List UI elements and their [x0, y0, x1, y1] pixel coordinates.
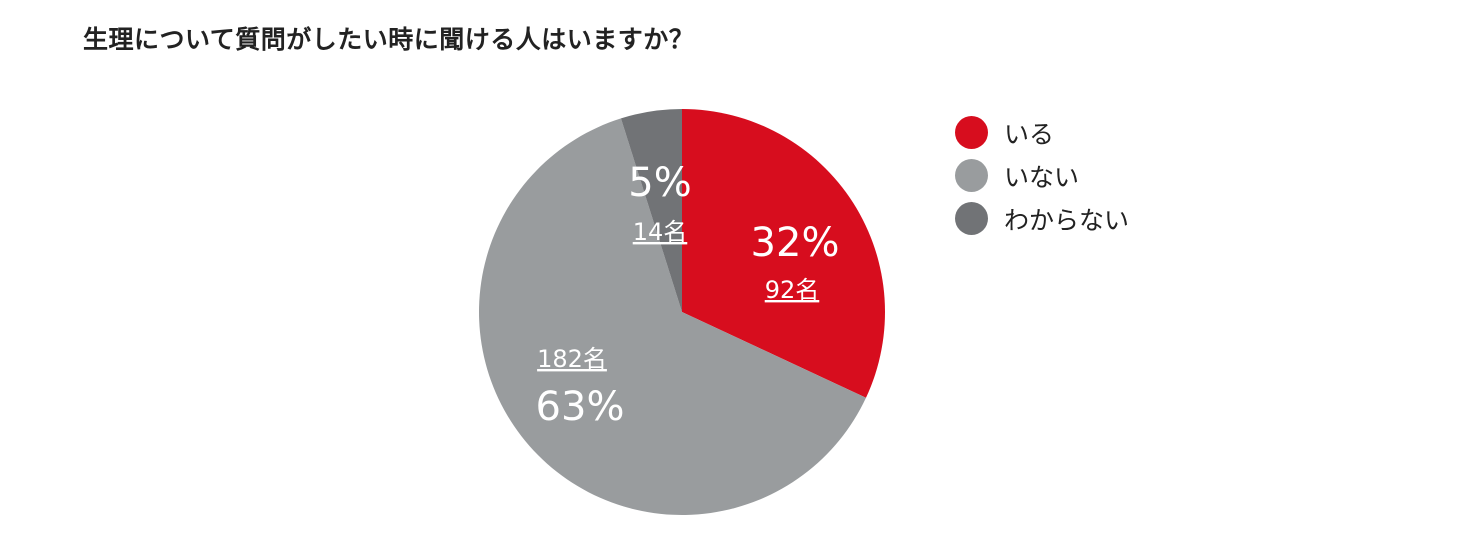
slice-percent-label-iru: 32%: [751, 220, 840, 266]
slice-count-label-inai: 182名: [537, 345, 607, 373]
chart-title: 生理について質問がしたい時に聞ける人はいますか？: [83, 25, 695, 54]
legend-swatch-wakaranai: [955, 202, 988, 235]
pie-slice-iru: [682, 109, 885, 398]
pie-slice-inai: [478, 118, 866, 516]
slice-percent-label-wakaranai: 5%: [628, 160, 691, 206]
slice-count-label-wakaranai: 14名: [633, 218, 688, 246]
legend-label-inai: いない: [1004, 162, 1080, 192]
legend: いる いない わからない: [955, 116, 1129, 245]
legend-label-iru: いる: [1004, 119, 1055, 149]
slice-percent-label-inai: 63%: [536, 384, 625, 430]
pie-slice-wakaranai: [620, 109, 682, 312]
legend-item-inai: いない: [955, 159, 1129, 192]
legend-item-wakaranai: わからない: [955, 202, 1129, 235]
legend-swatch-iru: [955, 116, 988, 149]
slice-count-label-iru: 92名: [765, 276, 820, 304]
legend-item-iru: いる: [955, 116, 1129, 149]
legend-swatch-inai: [955, 159, 988, 192]
legend-label-wakaranai: わからない: [1004, 205, 1130, 235]
